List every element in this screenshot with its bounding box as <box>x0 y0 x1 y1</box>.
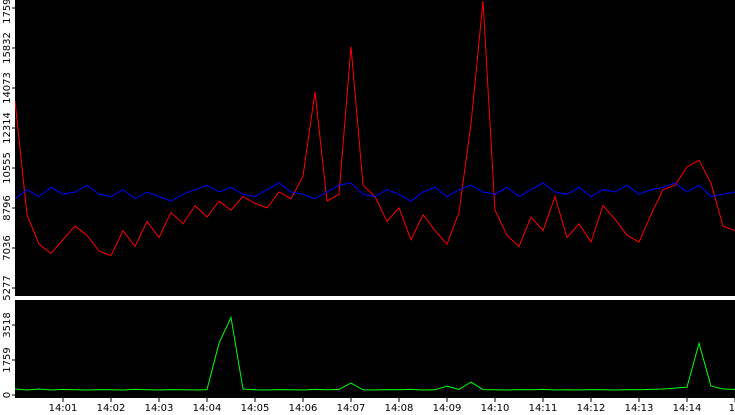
x-tick-label: 14:06 <box>289 403 318 414</box>
x-tick-label: 14:08 <box>385 403 414 414</box>
x-tick-label: 14:05 <box>241 403 270 414</box>
series-line <box>15 241 735 273</box>
y-tick-label: 1759 <box>2 347 13 372</box>
x-tick-label: 14:13 <box>625 403 654 414</box>
x-tick-label: 14:01 <box>49 403 78 414</box>
y-tick-label: 5277 <box>2 275 13 300</box>
y-tick-label: 0 <box>2 392 13 398</box>
x-tick-label: 14:11 <box>529 403 558 414</box>
plot-area <box>15 0 735 296</box>
y-tick-label: 8796 <box>2 195 13 220</box>
x-tick-label: 14:09 <box>433 403 462 414</box>
x-tick-label: 14:07 <box>337 403 366 414</box>
series-line <box>15 315 735 391</box>
y-tick-label: 17592 <box>2 0 13 24</box>
x-tick-label: 14:10 <box>481 403 510 414</box>
x-tick-label: 14:12 <box>577 403 606 414</box>
y-tick-label: 10555 <box>2 152 13 184</box>
y-tick-label: 7036 <box>2 235 13 260</box>
y-tick-label: 14073 <box>2 72 13 104</box>
y-tick-label: 15832 <box>2 32 13 64</box>
x-tick-label: 14:02 <box>97 403 126 414</box>
x-tick-label: 14:14 <box>673 403 702 414</box>
x-tick-label: 14:04 <box>193 403 222 414</box>
plot-area <box>15 300 735 398</box>
y-tick-label: 12314 <box>2 112 13 144</box>
y-tick-label: 3518 <box>2 312 13 337</box>
x-tick-label: 14:03 <box>145 403 174 414</box>
series-line <box>15 182 735 202</box>
x-tick-label: 14 <box>729 403 735 414</box>
